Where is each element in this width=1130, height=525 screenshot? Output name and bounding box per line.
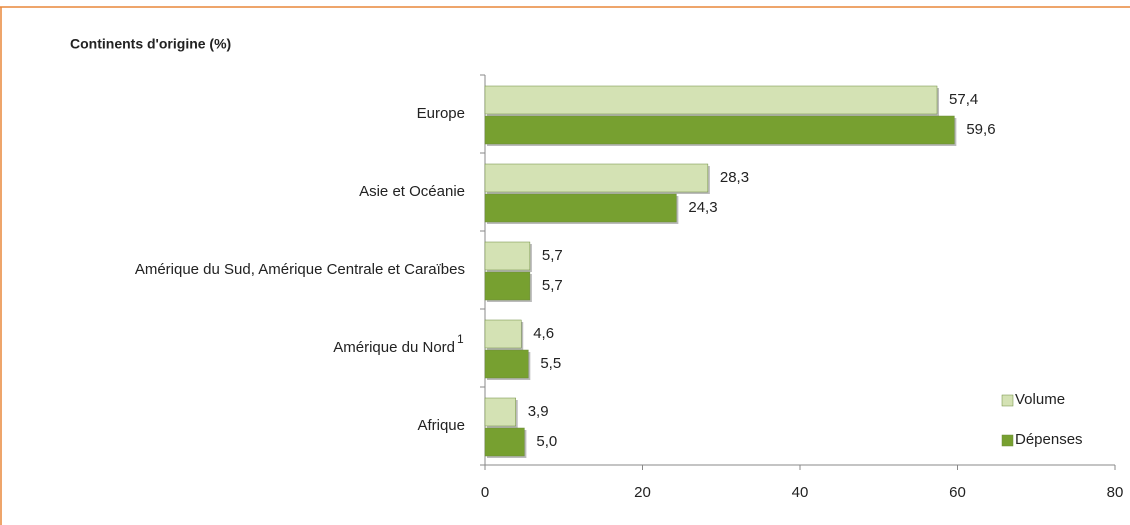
value-label: 28,3 [720, 169, 749, 186]
bar [484, 271, 531, 301]
value-label: 59,6 [966, 121, 995, 138]
category-superscript: 1 [457, 332, 464, 346]
y-tick-label: Amérique du Nord [333, 339, 455, 356]
value-label: 57,4 [949, 91, 978, 108]
bar [484, 397, 516, 427]
y-tick-label: Afrique [417, 417, 465, 434]
legend-swatch [1001, 434, 1014, 447]
legend-label: Dépenses [1015, 431, 1083, 448]
chart-title: Continents d'origine (%) [70, 36, 231, 52]
bar [484, 115, 955, 145]
x-tick-label: 20 [634, 484, 651, 501]
bar [484, 349, 529, 379]
x-tick-label: 40 [792, 484, 809, 501]
y-tick-label: Asie et Océanie [359, 183, 465, 200]
value-label: 5,5 [540, 355, 561, 372]
value-label: 5,0 [536, 433, 557, 450]
legend-label: Volume [1015, 391, 1065, 408]
legend-swatch [1001, 394, 1014, 407]
value-label: 24,3 [688, 199, 717, 216]
bar [484, 241, 531, 271]
bar [484, 193, 677, 223]
value-label: 5,7 [542, 277, 563, 294]
x-tick-label: 60 [949, 484, 966, 501]
x-tick-label: 0 [481, 484, 489, 501]
bar [484, 85, 938, 115]
x-tick-label: 80 [1107, 484, 1124, 501]
y-tick-label: Amérique du Sud, Amérique Centrale et Ca… [135, 261, 465, 278]
value-label: 4,6 [533, 325, 554, 342]
value-label: 5,7 [542, 247, 563, 264]
bar [484, 319, 522, 349]
y-tick-label: Europe [417, 105, 465, 122]
bar [484, 163, 709, 193]
value-label: 3,9 [528, 403, 549, 420]
bar [484, 427, 525, 457]
